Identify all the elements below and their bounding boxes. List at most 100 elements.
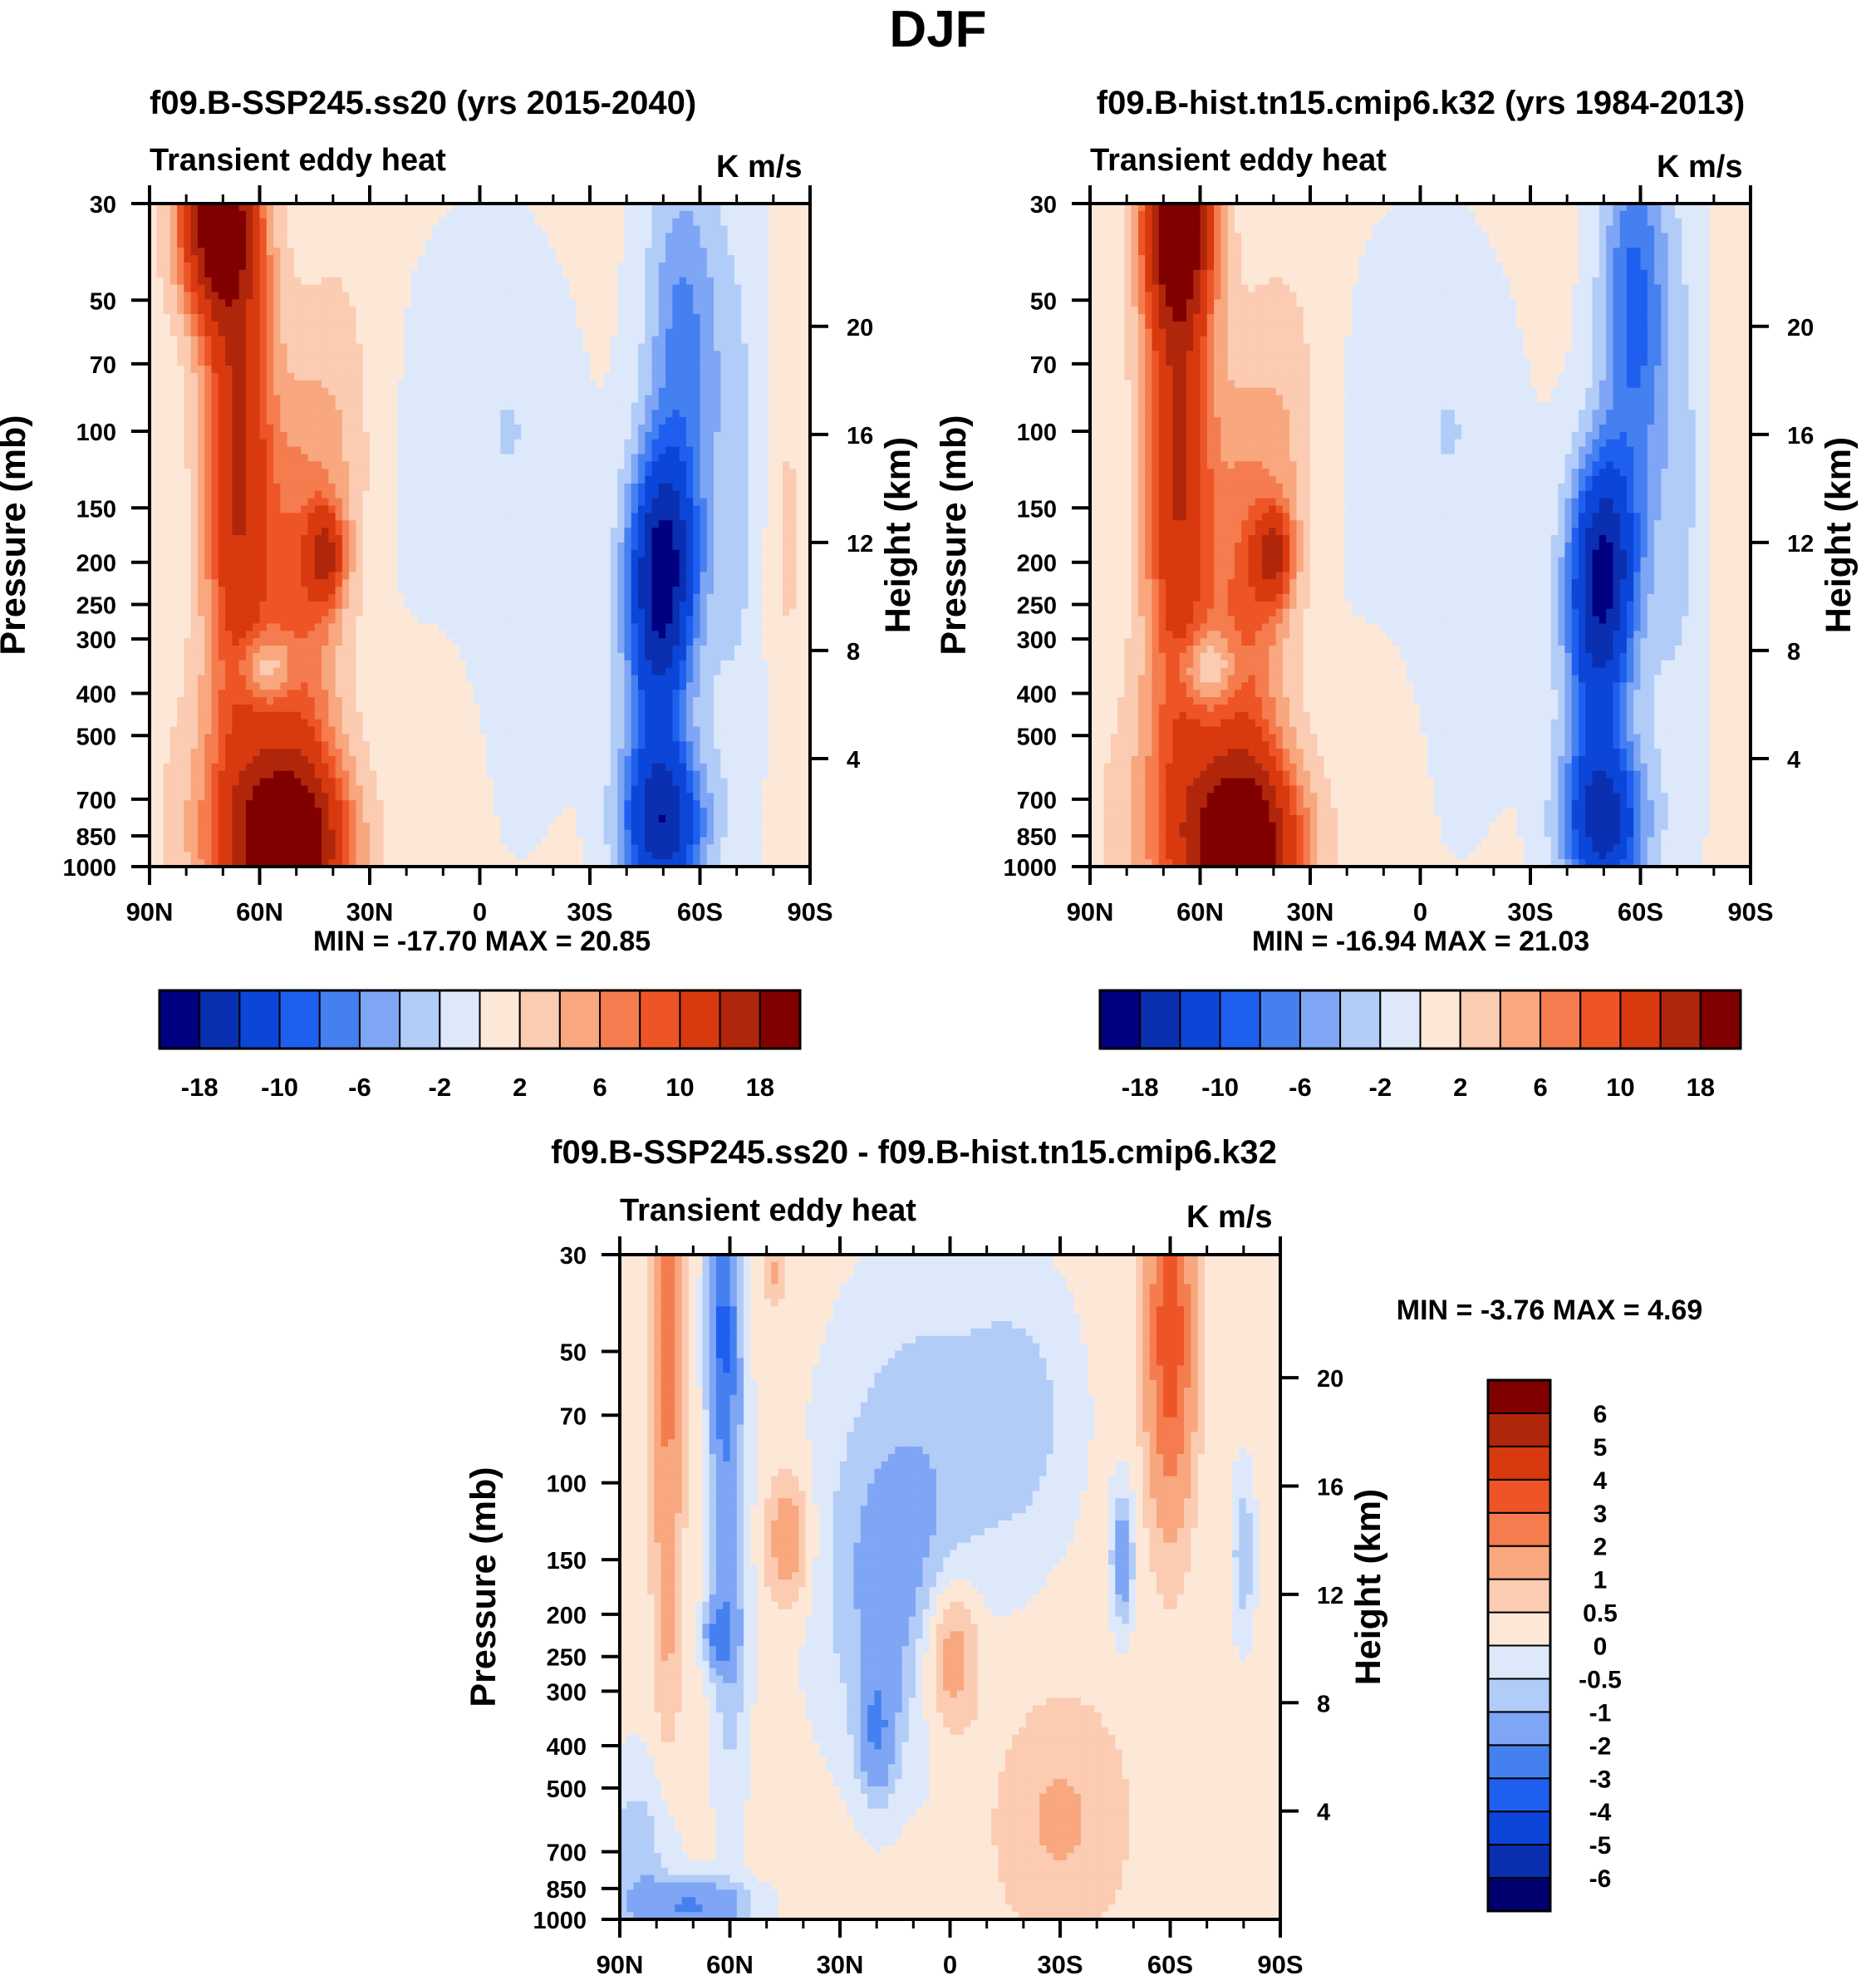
contour-cell (156, 255, 164, 263)
contour-cell (294, 263, 302, 271)
contour-cell (611, 255, 618, 263)
contour-cell (487, 211, 494, 219)
contour-cell (432, 255, 440, 263)
contour-cell (748, 233, 755, 241)
contour-cell (219, 240, 226, 248)
contour-cell (714, 255, 721, 263)
contour-cell (232, 226, 239, 234)
contour-cell (556, 233, 563, 241)
contour-cell (418, 226, 425, 234)
contour-cell (336, 226, 343, 234)
contour-cell (728, 248, 735, 256)
contour-cell (645, 248, 652, 256)
contour-cell (225, 240, 233, 248)
contour-cell (528, 233, 535, 241)
contour-cell (156, 263, 164, 271)
contour-cell (356, 248, 363, 256)
contour-cell (631, 233, 639, 241)
contour-cell (280, 219, 287, 227)
contour-cell (734, 255, 742, 263)
contour-cell (170, 263, 178, 271)
contour-cell (287, 248, 295, 256)
contour-cell (177, 255, 184, 263)
contour-cell (273, 233, 281, 241)
contour-cell (198, 240, 205, 248)
contour-cell (714, 233, 721, 241)
contour-cell (693, 219, 700, 227)
contour-cell (569, 240, 577, 248)
contour-cell (170, 219, 178, 227)
contour-cell (741, 211, 749, 219)
contour-cell (762, 219, 769, 227)
contour-cell (253, 233, 260, 241)
contour-cell (796, 240, 803, 248)
contour-cell (680, 219, 687, 227)
contour-cell (439, 226, 446, 234)
contour-cell (624, 226, 631, 234)
contour-cell (569, 233, 577, 241)
contour-cell (439, 233, 446, 241)
contour-cell (280, 233, 287, 241)
contour-cell (164, 240, 171, 248)
contour-cell (748, 219, 755, 227)
contour-cell (631, 211, 639, 219)
contour-cell (253, 255, 260, 263)
contour-cell (390, 240, 398, 248)
contour-cell (232, 248, 239, 256)
contour-cell (273, 248, 281, 256)
contour-cell (164, 248, 171, 256)
contour-cell (432, 248, 440, 256)
contour-cell (425, 226, 432, 234)
contour-cell (384, 255, 391, 263)
contour-cell (425, 240, 432, 248)
contour-cell (707, 240, 715, 248)
contour-cell (638, 211, 646, 219)
contour-cell (397, 255, 405, 263)
contour-cell (184, 211, 191, 219)
contour-cell (556, 226, 563, 234)
contour-cell (363, 219, 371, 227)
contour-cell (734, 219, 742, 227)
contour-cell (597, 255, 604, 263)
contour-cell (659, 233, 666, 241)
contour-cell (659, 226, 666, 234)
contour-cell (177, 219, 184, 227)
contour-cell (789, 240, 797, 248)
contour-cell (466, 211, 474, 219)
contour-cell (680, 255, 687, 263)
contour-cell (164, 211, 171, 219)
contour-cell (322, 219, 329, 227)
contour-cell (611, 219, 618, 227)
contour-cell (225, 226, 233, 234)
contour-cell (315, 255, 322, 263)
contour-cell (714, 219, 721, 227)
contour-cell (260, 248, 268, 256)
contour-cell (542, 255, 549, 263)
contour-cell (659, 248, 666, 256)
contour-cell (349, 240, 356, 248)
contour-cell (652, 219, 660, 227)
contour-cell (728, 226, 735, 234)
contour-cell (322, 240, 329, 248)
contour-cell (191, 263, 199, 271)
contour-cell (576, 255, 583, 263)
contour-cell (267, 248, 274, 256)
contour-cell (720, 233, 728, 241)
contour-cell (604, 233, 611, 241)
contour-cell (370, 248, 377, 256)
contour-cell (487, 226, 494, 234)
contour-cell (370, 219, 377, 227)
contour-cell (418, 211, 425, 219)
contour-cell (562, 219, 570, 227)
contour-cell (755, 255, 763, 263)
contour-cell (370, 263, 377, 271)
contour-cell (219, 233, 226, 241)
contour-cell (466, 219, 474, 227)
contour-cell (267, 211, 274, 219)
contour-cell (617, 240, 625, 248)
contour-cell (273, 226, 281, 234)
contour-cell (556, 240, 563, 248)
contour-cell (638, 219, 646, 227)
contour-cell (762, 226, 769, 234)
contour-cell (384, 248, 391, 256)
